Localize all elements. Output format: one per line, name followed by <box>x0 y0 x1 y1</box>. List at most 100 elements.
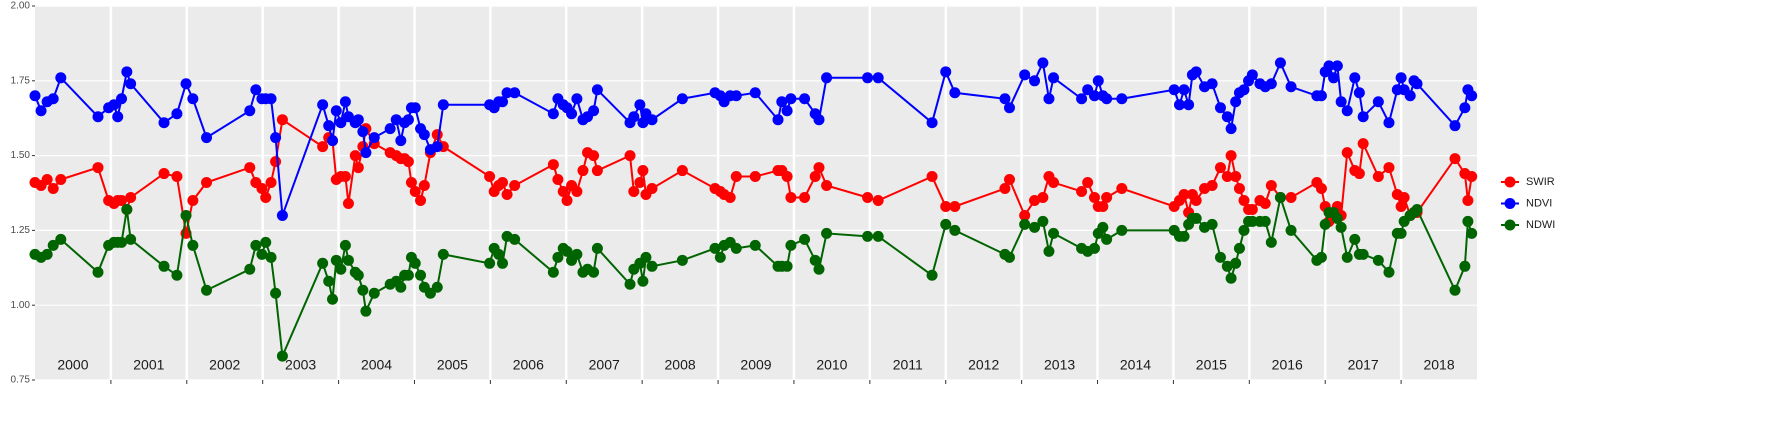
point <box>588 266 600 278</box>
point <box>1173 99 1185 111</box>
point <box>1372 96 1384 108</box>
year-label: 2015 <box>1196 357 1227 373</box>
point <box>171 171 183 183</box>
point <box>335 117 347 129</box>
point <box>201 284 213 296</box>
point <box>637 275 649 287</box>
point <box>1230 171 1242 183</box>
point <box>1230 96 1242 108</box>
point <box>256 248 268 260</box>
point <box>270 287 282 299</box>
point <box>552 251 564 263</box>
year-label: 2005 <box>437 357 468 373</box>
point <box>108 99 120 111</box>
point <box>926 117 938 129</box>
point <box>250 84 262 96</box>
point <box>1349 72 1361 84</box>
point <box>158 260 170 272</box>
point <box>1449 284 1461 296</box>
point <box>342 254 354 266</box>
point <box>1372 171 1384 183</box>
point <box>1383 117 1395 129</box>
point <box>1043 93 1055 105</box>
y-tick-label: 1.00 <box>11 300 31 311</box>
point <box>749 171 761 183</box>
point <box>171 108 183 120</box>
point <box>646 260 658 272</box>
point <box>360 147 372 159</box>
point <box>1233 183 1245 195</box>
point <box>357 126 369 138</box>
point <box>349 150 361 162</box>
point <box>256 183 268 195</box>
point <box>591 242 603 254</box>
year-label: 2012 <box>968 357 999 373</box>
point <box>813 114 825 126</box>
point <box>1265 236 1277 248</box>
point <box>244 105 256 117</box>
point <box>637 165 649 177</box>
point <box>1221 171 1233 183</box>
point <box>395 281 407 293</box>
point <box>1246 69 1258 81</box>
point <box>339 239 351 251</box>
point <box>1353 87 1365 99</box>
point <box>327 293 339 305</box>
point <box>1088 90 1100 102</box>
point <box>125 191 137 203</box>
point <box>1449 153 1461 165</box>
point <box>749 87 761 99</box>
point <box>339 171 351 183</box>
point <box>402 114 414 126</box>
point <box>339 96 351 108</box>
point <box>1331 212 1343 224</box>
point <box>509 87 521 99</box>
point <box>862 230 874 242</box>
point <box>1246 203 1258 215</box>
point <box>497 257 509 269</box>
point <box>112 111 124 123</box>
legend-label: NDWI <box>1526 219 1555 231</box>
point <box>646 114 658 126</box>
point <box>1285 191 1297 203</box>
point <box>317 99 329 111</box>
point <box>1462 215 1474 227</box>
point <box>265 251 277 263</box>
point <box>799 93 811 105</box>
point <box>1029 194 1041 206</box>
point <box>571 93 583 105</box>
point <box>437 248 449 260</box>
point <box>1003 174 1015 186</box>
point <box>1221 260 1233 272</box>
point <box>571 248 583 260</box>
point <box>781 171 793 183</box>
point <box>591 84 603 96</box>
point <box>926 269 938 281</box>
point <box>92 266 104 278</box>
point <box>409 257 421 269</box>
point <box>501 87 513 99</box>
point <box>35 105 47 117</box>
point <box>1274 191 1286 203</box>
point <box>821 72 833 84</box>
point <box>785 191 797 203</box>
point <box>92 111 104 123</box>
point <box>1462 194 1474 206</box>
point <box>809 254 821 266</box>
point <box>390 114 402 126</box>
point <box>588 105 600 117</box>
point <box>1466 227 1478 239</box>
point <box>1214 162 1226 174</box>
point <box>1341 251 1353 263</box>
year-label: 2017 <box>1348 357 1379 373</box>
point <box>1225 150 1237 162</box>
point <box>335 263 347 275</box>
point <box>1285 81 1297 93</box>
point <box>785 239 797 251</box>
year-label: 2010 <box>816 357 847 373</box>
point <box>1466 171 1478 183</box>
year-label: 2008 <box>665 357 696 373</box>
year-label: 2006 <box>513 357 544 373</box>
y-tick-label: 2.00 <box>11 1 31 12</box>
point <box>180 78 192 90</box>
